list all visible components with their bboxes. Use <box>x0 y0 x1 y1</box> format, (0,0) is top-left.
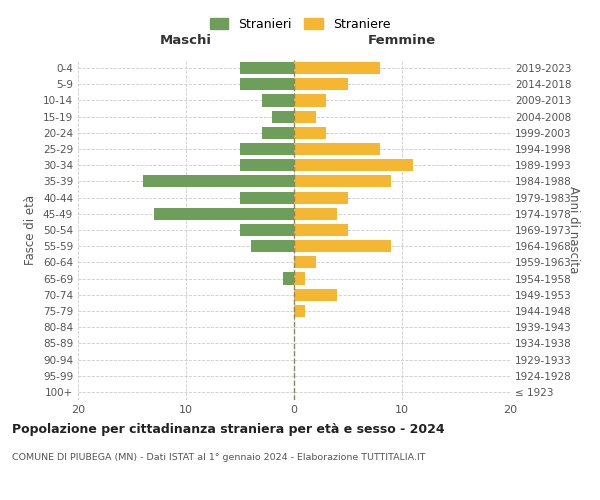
Bar <box>294 110 316 122</box>
Bar <box>294 208 337 220</box>
Text: Femmine: Femmine <box>368 34 436 47</box>
Bar <box>294 305 305 317</box>
Bar <box>294 143 380 155</box>
Bar <box>272 110 294 122</box>
Bar <box>143 176 294 188</box>
Bar <box>240 192 294 203</box>
Bar <box>294 240 391 252</box>
Bar <box>294 256 316 268</box>
Bar <box>262 127 294 139</box>
Text: COMUNE DI PIUBEGA (MN) - Dati ISTAT al 1° gennaio 2024 - Elaborazione TUTTITALIA: COMUNE DI PIUBEGA (MN) - Dati ISTAT al 1… <box>12 452 425 462</box>
Bar <box>294 62 380 74</box>
Bar <box>240 62 294 74</box>
Text: Popolazione per cittadinanza straniera per età e sesso - 2024: Popolazione per cittadinanza straniera p… <box>12 422 445 436</box>
Bar <box>294 127 326 139</box>
Bar <box>294 159 413 172</box>
Bar <box>294 192 348 203</box>
Bar <box>294 78 348 90</box>
Bar <box>294 176 391 188</box>
Bar <box>294 94 326 106</box>
Bar <box>251 240 294 252</box>
Bar <box>240 78 294 90</box>
Bar <box>283 272 294 284</box>
Text: Maschi: Maschi <box>160 34 212 47</box>
Bar <box>240 143 294 155</box>
Legend: Stranieri, Straniere: Stranieri, Straniere <box>203 11 397 37</box>
Bar <box>154 208 294 220</box>
Bar <box>240 159 294 172</box>
Y-axis label: Fasce di età: Fasce di età <box>25 195 37 265</box>
Bar <box>294 272 305 284</box>
Bar <box>294 224 348 236</box>
Y-axis label: Anni di nascita: Anni di nascita <box>567 186 580 274</box>
Bar <box>240 224 294 236</box>
Bar <box>294 288 337 301</box>
Bar <box>262 94 294 106</box>
